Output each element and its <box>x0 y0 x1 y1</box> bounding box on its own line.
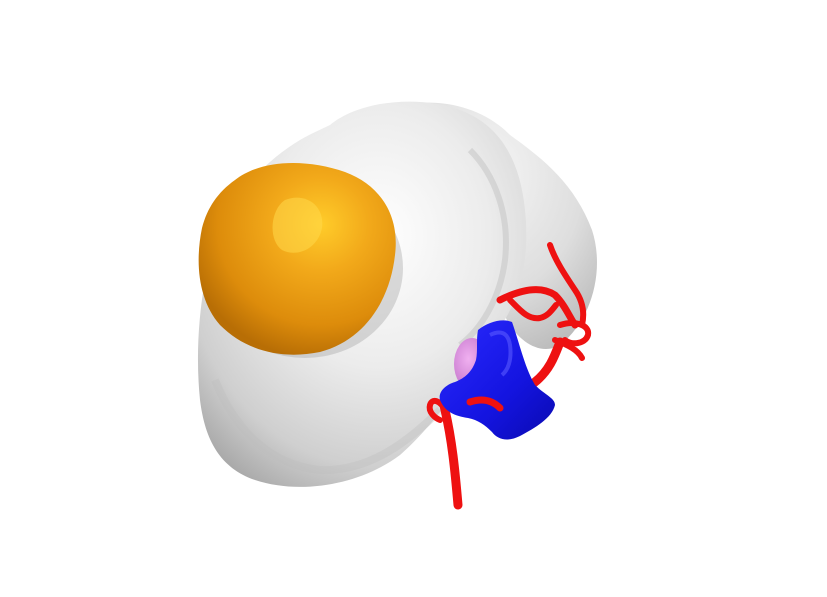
orange-tumor <box>198 162 396 355</box>
artery-branch-mid <box>507 297 559 322</box>
tumor-highlight <box>272 197 323 253</box>
artery-branch-left <box>426 397 448 423</box>
artery-branch-right <box>552 337 585 361</box>
blue-vein <box>439 320 555 440</box>
organ-lower-shadow <box>211 378 443 475</box>
artery-front-segment <box>466 396 504 412</box>
artery-branch-upper <box>496 286 579 329</box>
blue-vein-highlight <box>489 330 513 377</box>
organ-ridge-shadow <box>458 147 509 348</box>
artery-branch-loop <box>557 320 592 347</box>
artery-branch-top <box>547 242 587 328</box>
